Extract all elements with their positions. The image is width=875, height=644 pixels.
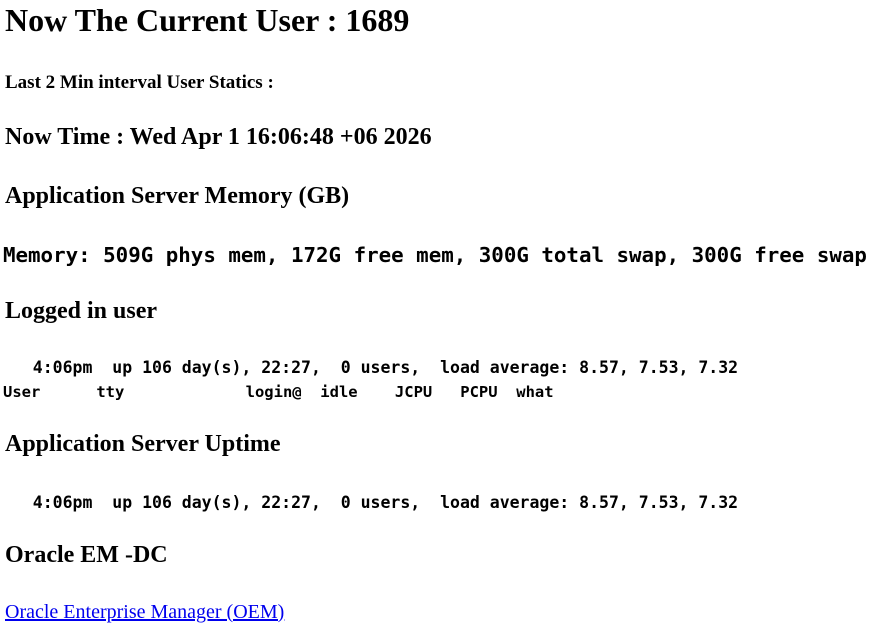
oem-link[interactable]: Oracle Enterprise Manager (OEM): [5, 600, 285, 623]
logged-in-user-heading: Logged in user: [5, 297, 158, 324]
memory-section-heading: Application Server Memory (GB): [5, 183, 350, 210]
who-column-header-line: User tty login@ idle JCPU PCPU what: [3, 383, 554, 402]
server-uptime-line: 4:06pm up 106 day(s), 22:27, 0 users, lo…: [3, 493, 739, 513]
uptime-section-heading: Application Server Uptime: [5, 431, 281, 458]
current-user-heading: Now The Current User : 1689: [5, 2, 410, 38]
oem-link-row: Oracle Enterprise Manager (OEM): [5, 601, 875, 624]
interval-stats-heading: Last 2 Min interval User Statics :: [5, 71, 274, 93]
now-time-heading: Now Time : Wed Apr 1 16:06:48 +06 2026: [5, 123, 432, 150]
oem-section-heading: Oracle EM -DC: [5, 542, 168, 569]
logged-in-uptime-line: 4:06pm up 106 day(s), 22:27, 0 users, lo…: [3, 358, 739, 378]
memory-stats-line: Memory: 509G phys mem, 172G free mem, 30…: [3, 242, 867, 267]
